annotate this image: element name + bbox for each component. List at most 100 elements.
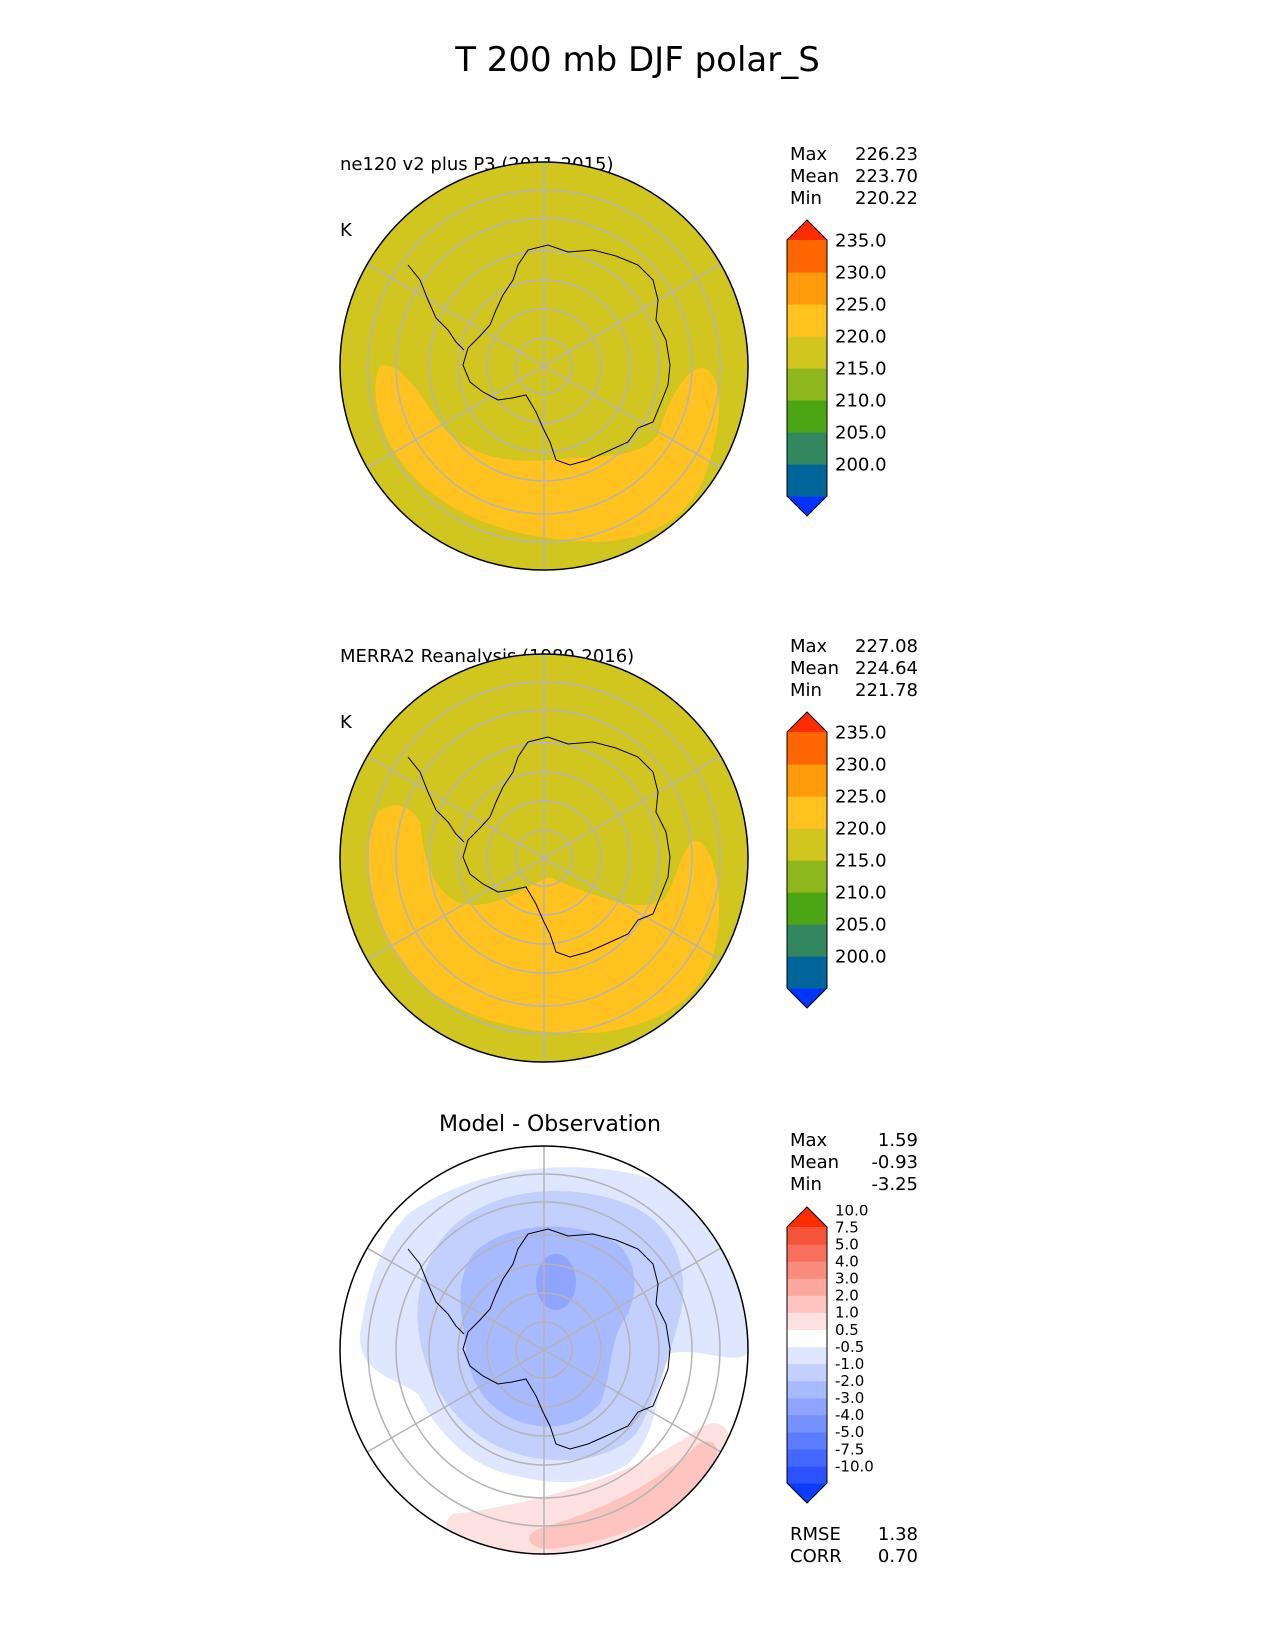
colorbar-extend-max [787, 220, 827, 240]
colorbar-tick-label: 215.0 [835, 850, 887, 871]
panel-1-colorbar: 200.0 205.0 210.0 215.0 220.0 225.0 230.0 235.0… [786, 218, 887, 517]
metric-label: RMSE [790, 1524, 841, 1545]
colorbar-segment [787, 1244, 827, 1262]
colorbar-tick-label: 235.0 [835, 722, 887, 743]
colorbar-tick-label: 235.0 [835, 230, 887, 251]
panel-1-warm-band [375, 365, 720, 542]
colorbar-tick-label: 210.0 [835, 882, 887, 903]
panel-3-map [339, 1145, 749, 1555]
colorbar-segment [787, 464, 827, 497]
panel-2-map [339, 653, 749, 1063]
panel-3-title: Model - Observation [439, 1112, 661, 1137]
figure-title: T 200 mb DJF polar_S [455, 40, 820, 80]
colorbar-tick-label: -3.0 [835, 1389, 864, 1407]
colorbar-segment [787, 796, 827, 829]
colorbar-segment [787, 1448, 827, 1467]
colorbar-tick-label: 230.0 [835, 262, 887, 283]
panel-2-units: K [340, 712, 352, 733]
panel-3-deep-blue-blob [536, 1254, 576, 1310]
panel-1-stat-label: Max [790, 144, 828, 165]
colorbar-tick-label: 225.0 [835, 786, 887, 807]
colorbar-tick-label: 240.0 [835, 218, 887, 219]
panel-1-stat-value: 223.70 [855, 166, 918, 187]
colorbar-segment [787, 1346, 827, 1365]
colorbar-segment [787, 1414, 827, 1433]
panel-3-stat-value: 1.59 [877, 1130, 918, 1151]
colorbar-segment [787, 1295, 827, 1313]
panel-3-stat-label: Max [790, 1130, 828, 1151]
panel-2-graticule [366, 654, 722, 1062]
colorbar-tick-label: 200.0 [835, 454, 887, 475]
panel-3-metrics: RMSE 1.38 CORR 0.70 [790, 1524, 918, 1568]
colorbar-tick-label: 2.0 [835, 1287, 859, 1305]
panel-3-light-red-region [529, 1441, 718, 1549]
panel-3-stat-value: -0.93 [871, 1152, 918, 1173]
panel-3-stat-label: Mean [790, 1152, 840, 1173]
colorbar-tick-label: -2.0 [835, 1372, 864, 1390]
colorbar-segment [787, 764, 827, 797]
colorbar-segment [787, 1329, 827, 1348]
colorbar-extend-min [787, 988, 827, 1008]
colorbar-tick-label: 5.0 [835, 1235, 859, 1253]
colorbar-tick-label: -4.0 [835, 1406, 864, 1424]
colorbar-tick-label: 230.0 [835, 754, 887, 775]
colorbar-tick-label: -0.5 [835, 1338, 864, 1356]
colorbar-extend-min [787, 496, 827, 516]
panel-1-stat-label: Min [790, 188, 822, 209]
panel-2-stats: Max 227.08 Mean 224.64 Min 221.78 [790, 636, 918, 702]
colorbar-tick-label: 205.0 [835, 422, 887, 443]
metric-value: 1.38 [877, 1524, 918, 1545]
panel-1-graticule [366, 162, 722, 570]
colorbar-tick-label: 215.0 [835, 358, 887, 379]
colorbar-tick-label: 220.0 [835, 326, 887, 347]
panel-1-units: K [340, 220, 352, 241]
panel-1-stat-label: Mean [790, 166, 840, 187]
colorbar-segment [787, 1278, 827, 1296]
colorbar-tick-label: 220.0 [835, 818, 887, 839]
colorbar-tick-label: 10.0 [835, 1205, 868, 1219]
colorbar-segment [787, 240, 827, 273]
panel-2-colorbar: 200.0 205.0 210.0 215.0 220.0 225.0 230.0 235.0… [786, 710, 887, 1009]
panel-3-stats: Max 1.59 Mean -0.93 Min -3.25 [790, 1130, 918, 1196]
colorbar-segment [787, 956, 827, 989]
colorbar-tick-label: 210.0 [835, 390, 887, 411]
panel-2-coastline [407, 736, 671, 958]
colorbar-tick-label: -5.0 [835, 1423, 864, 1441]
colorbar-outline [786, 219, 828, 517]
panel-3-stat-value: -3.25 [871, 1174, 918, 1195]
colorbar-tick-label: -7.5 [835, 1440, 864, 1458]
colorbar-tick-label: 7.5 [835, 1218, 859, 1236]
colorbar-segment [787, 304, 827, 337]
panel-2-stat-label: Mean [790, 658, 840, 679]
panel-1-stat-value: 226.23 [855, 144, 918, 165]
colorbar-segment [787, 400, 827, 433]
colorbar-segment [787, 1363, 827, 1382]
colorbar-tick-label: 4.0 [835, 1253, 859, 1271]
panel-1-map [339, 161, 749, 571]
panel-2-stat-value: 221.78 [855, 680, 918, 701]
colorbar-tick-label: -1.0 [835, 1355, 864, 1373]
metric-value: 0.70 [877, 1546, 918, 1567]
panel-2-stat-label: Max [790, 636, 828, 657]
panel-3-coastline [407, 1228, 671, 1450]
colorbar-segment [787, 1380, 827, 1399]
colorbar-segment [787, 732, 827, 765]
panel-2-stat-value: 227.08 [855, 636, 918, 657]
colorbar-segment [787, 1397, 827, 1416]
colorbar-extend-max [787, 712, 827, 732]
panel-3-graticule [366, 1146, 722, 1554]
colorbar-segment [787, 272, 827, 305]
colorbar-outline [786, 711, 828, 1009]
panel-1-stats: Max 226.23 Mean 223.70 Min 220.22 [790, 144, 918, 210]
colorbar-segment [787, 432, 827, 465]
colorbar-outline [786, 1206, 828, 1504]
colorbar-segment [787, 892, 827, 925]
colorbar-segment [787, 336, 827, 369]
colorbar-tick-label: 225.0 [835, 294, 887, 315]
colorbar-segment [787, 1465, 827, 1484]
colorbar-segment [787, 924, 827, 957]
colorbar-segment [787, 1312, 827, 1330]
colorbar-segment [787, 828, 827, 861]
metric-label: CORR [790, 1546, 842, 1567]
panel-3-colorbar: -10.0-7.5-5.0-4.0-3.0-2.0-1.0-0.50.51.02… [786, 1205, 874, 1504]
